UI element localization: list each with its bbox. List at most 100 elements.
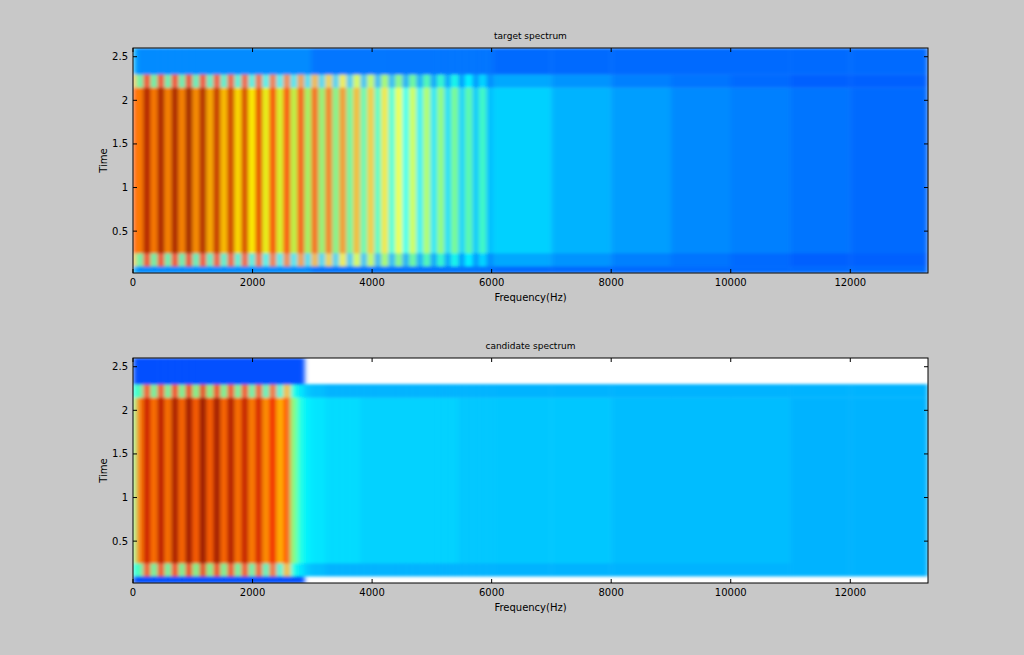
heatmap-cell [220,563,227,576]
x-tick [491,269,492,273]
heatmap-cell [611,87,671,253]
heatmap-cell [346,397,353,563]
heatmap-cell [297,266,304,273]
heatmap-cell [220,48,227,75]
heatmap-cell [171,576,178,583]
heatmap-cell [791,253,851,266]
heatmap-cell [409,384,416,397]
y-tick-right [924,100,928,101]
heatmap-cell [381,253,388,266]
heatmap-cell [430,384,437,397]
y-tick [133,56,137,57]
heatmap-cell [360,563,367,576]
heatmap-cell [479,48,486,75]
heatmap-cell [353,48,360,75]
heatmap-cell [136,384,143,397]
heatmap-cell [444,384,451,397]
y-tick [133,366,137,367]
heatmap-cell [234,384,241,397]
x-tick [611,579,612,583]
y-tick-right [924,143,928,144]
heatmap-cell [262,563,269,576]
x-tick [730,579,731,583]
heatmap-cell [227,358,234,385]
heatmap-cell [332,266,339,273]
heatmap-cell [360,87,367,253]
heatmap-cell [133,397,137,563]
heatmap-cell [227,563,234,576]
heatmap-cell [374,266,381,273]
heatmap-cell [395,384,402,397]
heatmap-cell [311,87,318,253]
heatmap-cell [388,253,395,266]
y-tick [133,541,137,542]
heatmap-cell [367,74,374,87]
x-tick-label: 0 [130,587,136,598]
heatmap-cell [206,48,213,75]
heatmap-cell [150,397,157,563]
heatmap-cell [143,266,150,273]
heatmap-cell [416,266,423,273]
heatmap-cell [262,74,269,87]
heatmap-cell [430,253,437,266]
heatmap-cell [360,48,367,75]
heatmap-cell [199,563,206,576]
heatmap-cell [465,397,472,563]
y-tick-right [924,56,928,57]
heatmap-cell [472,563,479,576]
heatmap-cell [262,48,269,75]
heatmap-cell [164,74,171,87]
heatmap-cell [227,384,234,397]
y-tick-label: 1 [122,492,128,503]
heatmap-cell [220,74,227,87]
heatmap-cell [192,563,199,576]
heatmap-cell [143,576,150,583]
cells-clip [133,48,928,273]
heatmap-cell [611,397,671,563]
heatmap-cell [360,74,367,87]
heatmap-cell [437,266,444,273]
heatmap-cell [465,74,472,87]
heatmap-cell [395,563,402,576]
heatmap-cell [409,397,416,563]
x-tick-label: 4000 [359,277,384,288]
heatmap-cell [850,563,928,576]
heatmap-cell [220,358,227,385]
heatmap-cell [311,48,318,75]
heatmap-cell [388,384,395,397]
heatmap-cell [409,74,416,87]
heatmap-cell [276,266,283,273]
heatmap-cell [416,563,423,576]
y-tick-label: 2 [122,405,128,416]
heatmap-cell [493,266,552,273]
x-tick [252,579,253,583]
heatmap-cell [248,253,255,266]
heatmap-cell [311,563,318,576]
heatmap-cell [374,384,381,397]
heatmap-cell [611,48,671,75]
heatmap-cell [143,74,150,87]
heatmap-cell [136,358,143,385]
heatmap-cell [171,384,178,397]
heatmap-cell [395,397,402,563]
heatmap-cell [178,358,185,385]
heatmap-cell [157,384,164,397]
x-tick-top [491,48,492,52]
heatmap-cell [479,87,486,253]
heatmap-cell [171,397,178,563]
heatmap-cell [381,563,388,576]
heatmap-cell [164,266,171,273]
heatmap-cell [318,87,325,253]
heatmap-cell [416,253,423,266]
heatmap-cell [430,397,437,563]
heatmap-cell [791,87,851,253]
heatmap-cell [409,266,416,273]
heatmap-cell [423,48,430,75]
heatmap-cell [192,384,199,397]
heatmap-cell [486,87,493,253]
heatmap-cell [248,563,255,576]
heatmap-cell [367,48,374,75]
heatmap-cell [458,266,465,273]
heatmap-cell [164,384,171,397]
heatmap-cell [234,48,241,75]
